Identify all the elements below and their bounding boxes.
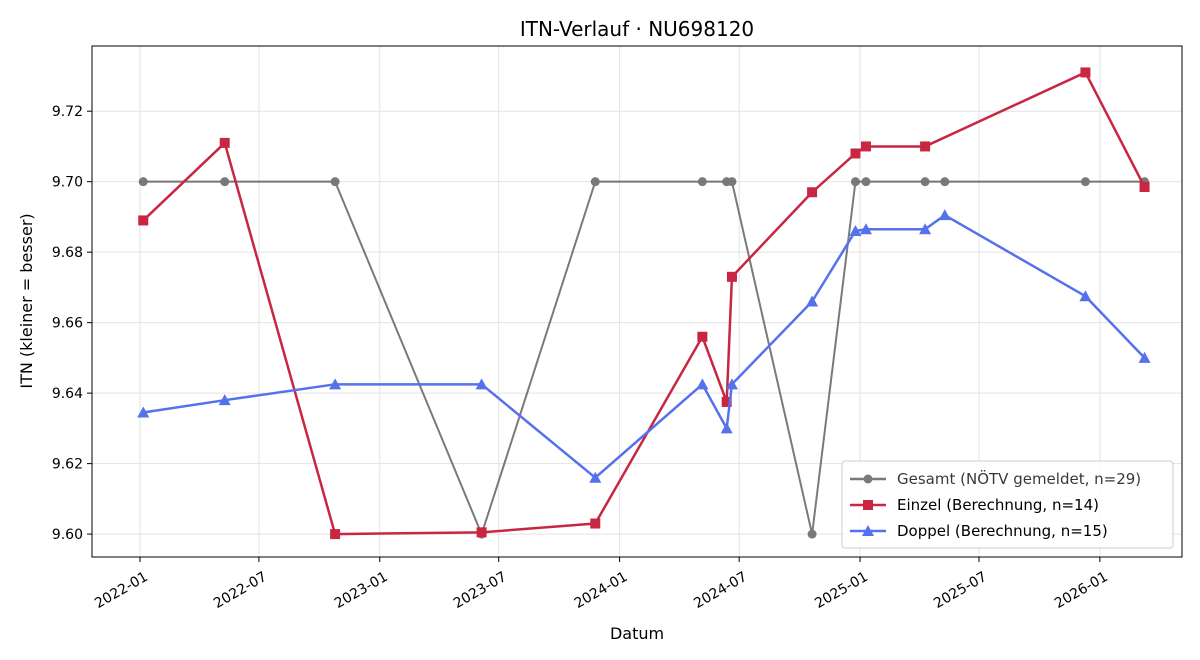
series-2-point <box>1080 67 1091 78</box>
legend-label: Doppel (Berechnung, n=15) <box>897 522 1108 540</box>
series-2-point <box>920 141 931 152</box>
y-tick-label: 9.60 <box>52 527 83 543</box>
y-tick-label: 9.70 <box>52 175 83 191</box>
series-2-point <box>476 527 487 538</box>
series-2-point <box>138 215 149 226</box>
series-3 <box>137 209 1151 483</box>
x-tick-label: 2026-01 <box>1052 569 1111 612</box>
series-2-point <box>807 187 818 198</box>
legend-item-1: Gesamt (NÖTV gemeldet, n=29) <box>850 469 1141 488</box>
x-tick-label: 2023-07 <box>451 569 510 612</box>
series-3-point <box>696 378 709 390</box>
series-2-point <box>850 148 861 159</box>
x-axis-label: Datum <box>610 624 664 643</box>
series-3-point <box>849 225 862 237</box>
series-3-point <box>329 378 342 390</box>
legend-item-2: Einzel (Berechnung, n=14) <box>850 496 1099 514</box>
series-3-point <box>1079 290 1092 302</box>
legend-swatch-marker <box>863 500 873 510</box>
series-1-point <box>807 529 817 539</box>
x-tick-label: 2022-07 <box>211 569 270 612</box>
series-3-point <box>589 471 602 483</box>
series-2-point <box>726 271 737 282</box>
y-axis-label: ITN (kleiner = besser) <box>17 213 36 388</box>
series-3-point <box>938 209 951 221</box>
series-1-point <box>940 177 950 187</box>
legend-item-3: Doppel (Berechnung, n=15) <box>850 522 1108 540</box>
series-3-point <box>137 406 150 418</box>
series-1-point <box>220 177 230 187</box>
series-2-point <box>219 137 230 148</box>
series-2-point <box>860 141 871 152</box>
series-2-line <box>142 71 1146 536</box>
series-2-point <box>697 331 708 342</box>
series-1-point <box>861 177 871 187</box>
legend-label: Einzel (Berechnung, n=14) <box>897 496 1099 514</box>
x-tick-label: 2023-01 <box>332 569 391 612</box>
series-1-point <box>138 177 148 187</box>
series-3-point <box>919 223 932 235</box>
series-1-point <box>1080 177 1090 187</box>
series-3-point <box>720 422 733 434</box>
series-3-point <box>218 394 231 406</box>
legend-swatch-marker <box>862 525 874 536</box>
legend-label: Gesamt (NÖTV gemeldet, n=29) <box>897 469 1141 488</box>
series-1-point <box>697 177 707 187</box>
series-3-point <box>475 378 488 390</box>
series-1-point <box>850 177 860 187</box>
y-tick-label: 9.64 <box>52 386 83 402</box>
x-tick-label: 2024-01 <box>572 569 631 612</box>
legend-swatch-marker <box>863 474 873 484</box>
series-2-point <box>1139 181 1150 192</box>
series-3-point <box>859 223 872 235</box>
series-3-point <box>1138 351 1151 363</box>
y-tick-label: 9.72 <box>52 104 83 120</box>
y-tick-label: 9.66 <box>52 316 83 332</box>
series-2-point <box>330 529 341 540</box>
x-tick-label: 2025-01 <box>812 569 871 612</box>
series-1-point <box>590 177 600 187</box>
plot-frame <box>91 45 1183 558</box>
y-axis-ticks: 9.60 9.62 9.64 9.66 9.68 9.70 9.72 <box>52 104 92 543</box>
series-1-point <box>330 177 340 187</box>
chart-title: ITN-Verlauf · NU698120 <box>520 17 754 41</box>
series-1-point <box>727 177 737 187</box>
x-axis-ticks: 2022-01 2022-07 2023-01 2023-07 2024-01 2024-… <box>92 557 1111 612</box>
x-tick-label: 2022-01 <box>92 569 151 612</box>
series-2-point <box>721 396 732 407</box>
legend-box <box>841 460 1174 549</box>
x-tick-label: 2025-07 <box>931 569 990 612</box>
series-1-point <box>920 177 930 187</box>
series-3-point <box>806 295 819 307</box>
legend: Gesamt (NÖTV gemeldet, n=29) Einzel (Bere… <box>841 460 1174 549</box>
series-2 <box>138 67 1150 540</box>
series-2-point <box>590 518 601 529</box>
y-tick-label: 9.68 <box>52 245 83 261</box>
x-tick-label: 2024-07 <box>691 569 750 612</box>
series-layer <box>137 67 1151 540</box>
y-tick-label: 9.62 <box>52 457 83 473</box>
series-3-point <box>725 378 738 390</box>
